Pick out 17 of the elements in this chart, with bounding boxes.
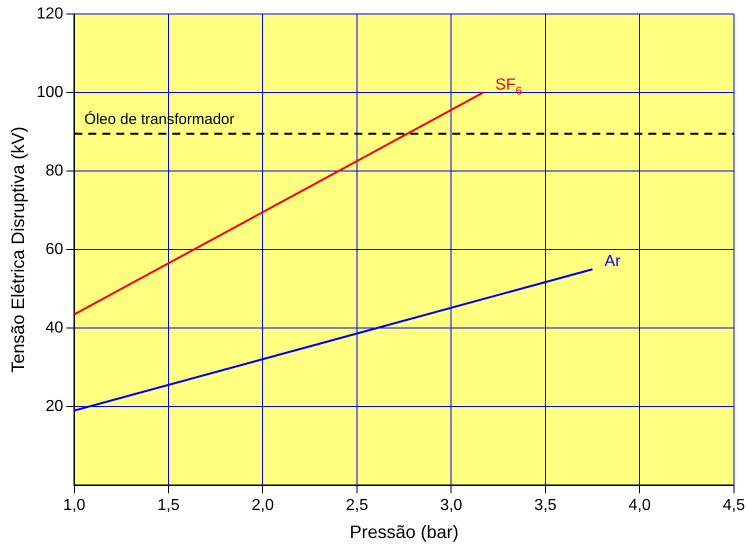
series-label: Ar: [604, 253, 622, 270]
y-tick-label: 100: [36, 84, 64, 101]
x-tick-label: 1,0: [63, 497, 86, 514]
y-tick-label: 120: [36, 5, 64, 22]
x-tick-label: 2,5: [346, 497, 368, 514]
y-tick-label: 80: [46, 162, 64, 180]
y-tick-label: 40: [46, 320, 64, 337]
y-axis-title: Tensão Elétrica Disruptiva (kV): [8, 126, 28, 373]
x-tick-label: 4,0: [628, 497, 651, 514]
x-tick-label: 2,0: [252, 497, 274, 514]
x-tick-label: 4,5: [722, 497, 746, 514]
y-tick-label: 60: [46, 241, 64, 258]
x-tick-label: 3,0: [440, 497, 462, 514]
x-tick-label: 1,5: [157, 497, 180, 514]
x-tick-label: 3,5: [534, 497, 557, 514]
y-tick-label: 20: [46, 398, 64, 416]
x-axis-title: Pressão (bar): [350, 522, 459, 542]
